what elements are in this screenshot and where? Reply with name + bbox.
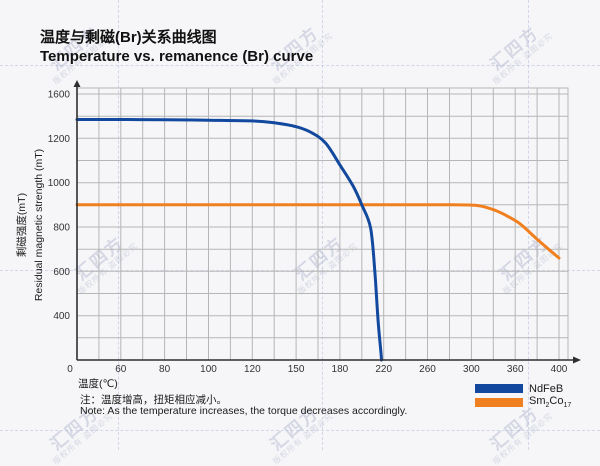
guide-line xyxy=(528,0,529,450)
plot-border xyxy=(76,87,569,361)
temperature-remanence-chart: 1600 1200 1000 800 600 400 0 60 80 100 120 150 180 22… xyxy=(15,80,581,390)
x-tick-label: 0 xyxy=(67,364,73,375)
x-tick-label: 100 xyxy=(200,364,217,375)
x-tick-label: 400 xyxy=(551,364,568,375)
y-axis-arrow xyxy=(73,80,81,87)
guide-line xyxy=(322,0,323,450)
legend-row-smco: Sm2Co17 xyxy=(475,395,572,410)
smco-swatch xyxy=(475,398,523,407)
ndfeb-swatch xyxy=(475,384,523,393)
y-axis-title-zh: 剩磁强度(mT) xyxy=(15,193,28,257)
page-title-en: Temperature vs. remanence (Br) curve xyxy=(40,48,314,65)
y-tick-label: 800 xyxy=(53,223,70,234)
note-zh: 注：温度增高，扭矩相应减小。 xyxy=(80,394,227,406)
guide-line xyxy=(0,270,600,271)
guide-line xyxy=(0,430,600,431)
x-tick-label: 120 xyxy=(244,364,261,375)
x-tick-label: 360 xyxy=(507,364,524,375)
x-tick-label: 80 xyxy=(159,364,171,375)
y-tick-label: 1000 xyxy=(48,178,71,189)
x-tick-label: 180 xyxy=(332,364,349,375)
guide-line xyxy=(0,65,600,66)
axes xyxy=(73,80,581,364)
x-tick-label: 260 xyxy=(419,364,436,375)
curves xyxy=(75,118,561,362)
guide-line xyxy=(118,0,119,450)
x-tick-label: 150 xyxy=(288,364,305,375)
ndfeb-curve xyxy=(75,118,383,362)
page-title-zh: 温度与剩磁(Br)关系曲线图 xyxy=(40,29,217,46)
legend: NdFeB Sm2Co17 xyxy=(475,382,571,410)
smco-label: Sm2Co17 xyxy=(529,395,572,410)
x-axis-title: 温度(℃) xyxy=(78,377,118,390)
y-tick-label: 1200 xyxy=(48,134,71,145)
y-tick-label: 600 xyxy=(53,267,70,278)
plot-grid xyxy=(76,87,569,361)
x-tick-label: 60 xyxy=(115,364,127,375)
x-axis-arrow xyxy=(573,356,581,364)
x-tick-label: 220 xyxy=(375,364,392,375)
x-tick-label: 300 xyxy=(463,364,480,375)
y-tick-label: 400 xyxy=(53,311,70,322)
y-tick-label: 1600 xyxy=(48,90,71,101)
smco-curve xyxy=(75,203,561,260)
note-en: Note: As the temperature increases, the … xyxy=(80,405,408,417)
y-axis-title-en: Residual magnetic strength (mT) xyxy=(33,149,45,301)
tick-labels: 1600 1200 1000 800 600 400 0 60 80 100 120 150 180 22… xyxy=(48,90,568,376)
legend-row-ndfeb: NdFeB xyxy=(475,382,571,395)
ndfeb-label: NdFeB xyxy=(529,382,564,395)
